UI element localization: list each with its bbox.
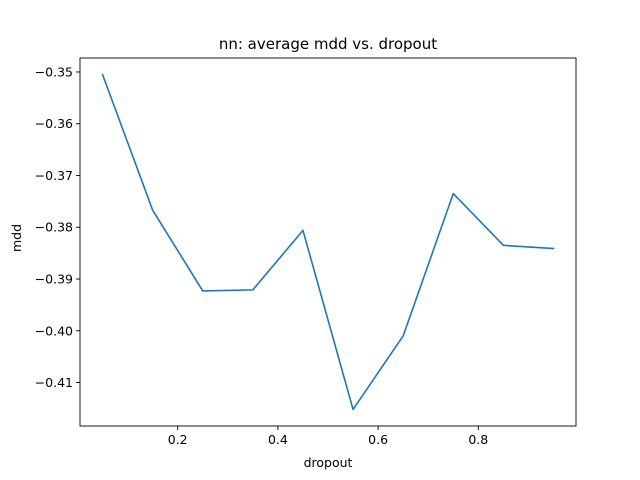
- y-tick-label-0: −0.35: [35, 64, 73, 79]
- x-tick-label-3: 0.8: [468, 432, 488, 447]
- plot-area: 0.2 0.4 0.6 0.8 −0.35 −0.36 −0.37 −0.38 −0.39 −0.…: [35, 57, 577, 447]
- series-line-0: [101, 73, 555, 411]
- chart-title: nn: average mdd vs. dropout: [219, 35, 437, 53]
- x-tick-label-0: 0.2: [168, 432, 188, 447]
- x-axis-label: dropout: [304, 455, 353, 470]
- y-tick-label-6: −0.41: [35, 375, 73, 390]
- axes-frame: [79, 57, 577, 427]
- y-tick-label-2: −0.37: [35, 168, 73, 183]
- x-tick-label-1: 0.4: [268, 432, 288, 447]
- y-tick-label-5: −0.40: [35, 323, 73, 338]
- x-tick-label-2: 0.6: [368, 432, 388, 447]
- y-tick-label-1: −0.36: [35, 116, 73, 131]
- y-tick-label-3: −0.38: [35, 220, 73, 235]
- y-axis-label: mdd: [9, 224, 24, 252]
- y-tick-label-4: −0.39: [35, 272, 73, 287]
